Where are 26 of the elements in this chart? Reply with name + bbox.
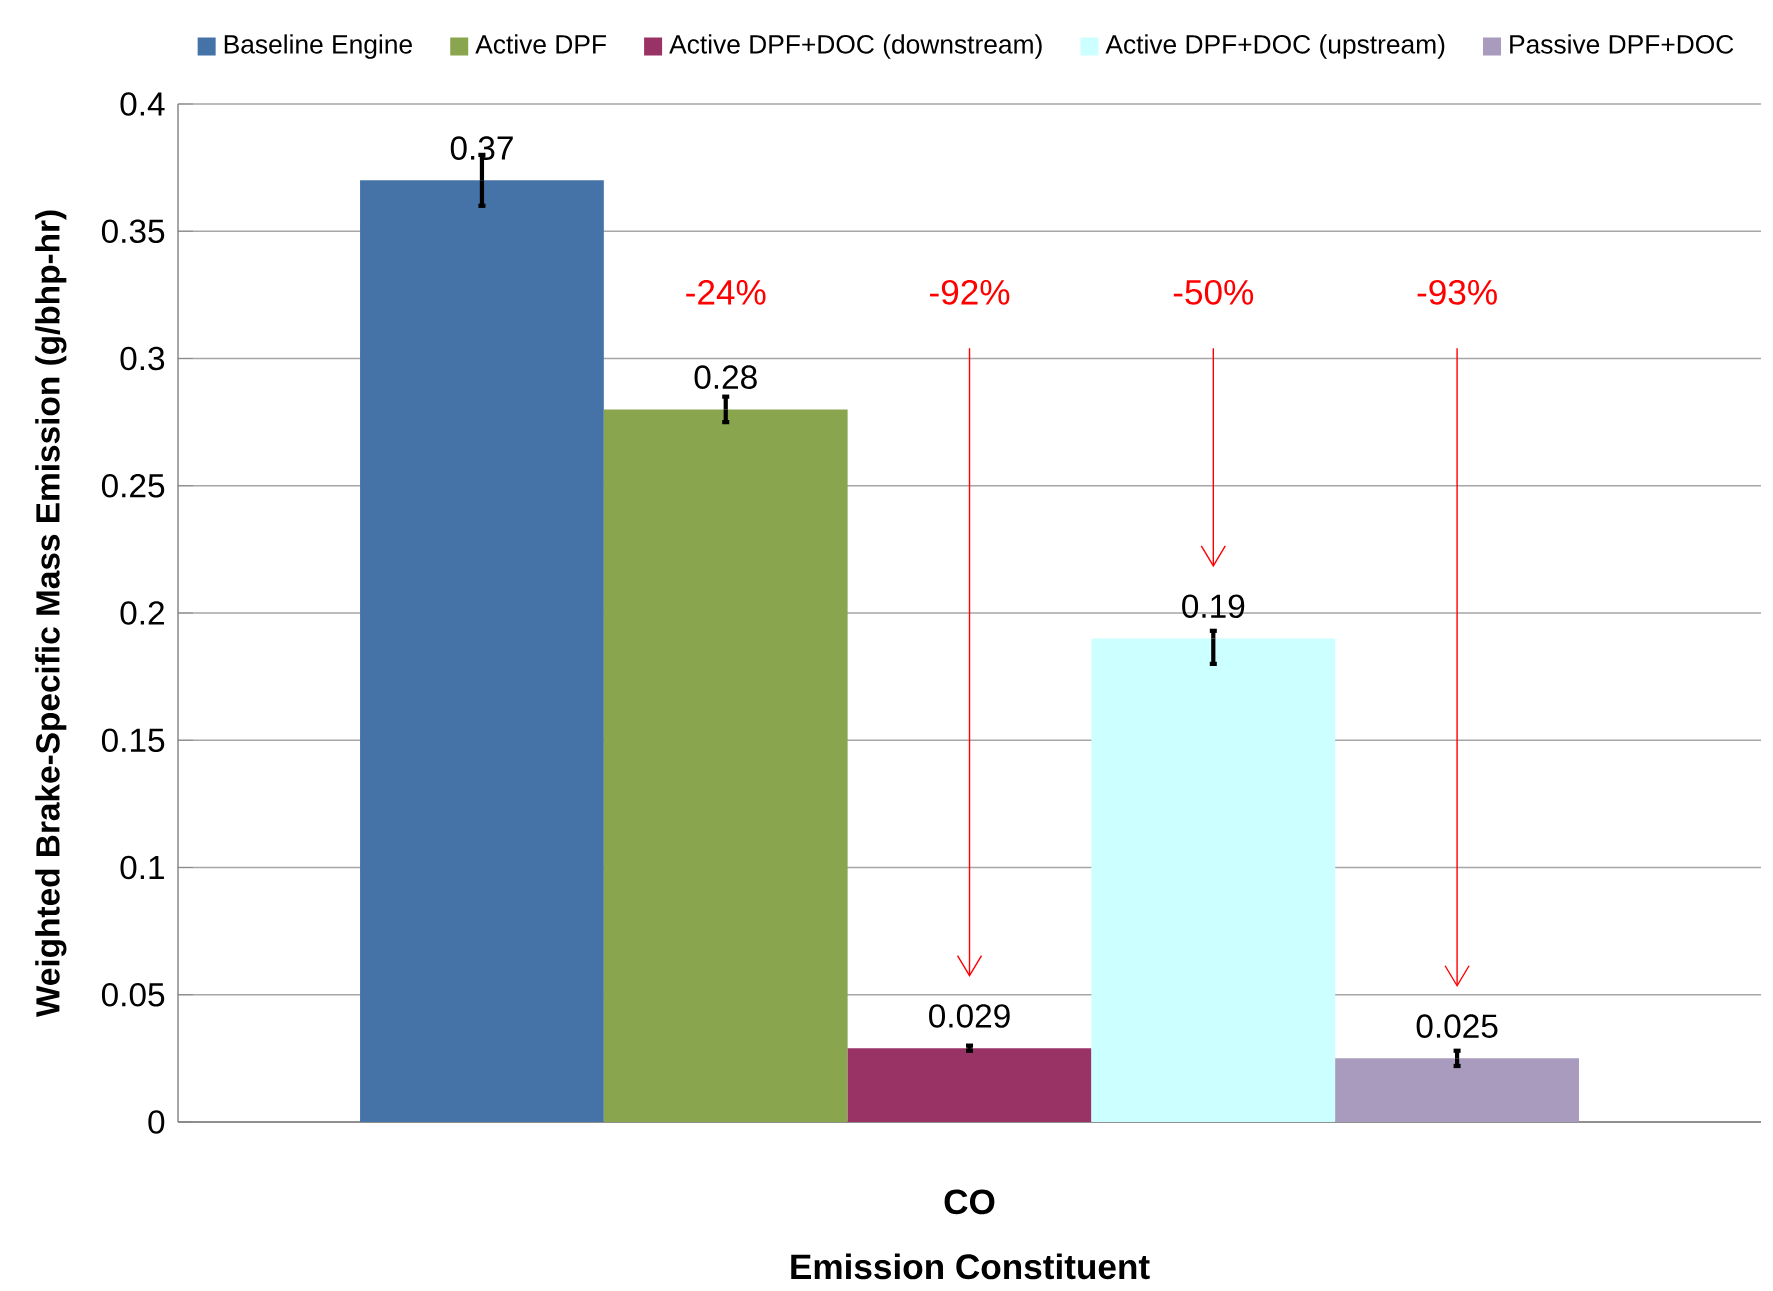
y-tick-label: 0.15 <box>101 728 165 753</box>
y-tick-label: 0 <box>148 1110 165 1134</box>
y-tick-label: 0.2 <box>120 601 164 625</box>
data-label: 0.025 <box>1416 1014 1498 1038</box>
legend-label: Baseline Engine <box>224 34 412 59</box>
y-tick-label: 0.25 <box>101 473 165 498</box>
y-axis-title: Weighted Brake-Specific Mass Emission (g/bhp-hr) <box>35 210 67 1018</box>
legend-label: Active DPF+DOC (upstream) <box>1105 34 1445 59</box>
data-label: 0.28 <box>694 365 757 389</box>
data-label: 0.19 <box>1182 594 1245 619</box>
annotation: -92% <box>930 279 1010 305</box>
x-axis-title: Emission Constituent <box>791 1253 1150 1280</box>
y-tick-label: 0.35 <box>101 219 165 244</box>
data-label: 0.37 <box>450 136 513 160</box>
annotation: -24% <box>686 279 766 305</box>
y-tick-label: 0.3 <box>120 346 165 371</box>
legend-label: Active DPF+DOC (downstream) <box>669 34 1042 59</box>
annotation: -93% <box>1417 279 1497 305</box>
legend-label: Passive DPF+DOC <box>1510 34 1734 54</box>
x-tick-label: CO <box>944 1189 995 1215</box>
y-tick-label: 0.1 <box>120 855 164 880</box>
data-label: 0.029 <box>929 1004 1010 1028</box>
y-tick-label: 0.4 <box>120 92 165 116</box>
annotation: -50% <box>1173 279 1254 305</box>
legend-label: Active DPF <box>475 34 606 54</box>
y-tick-label: 0.05 <box>101 982 165 1007</box>
